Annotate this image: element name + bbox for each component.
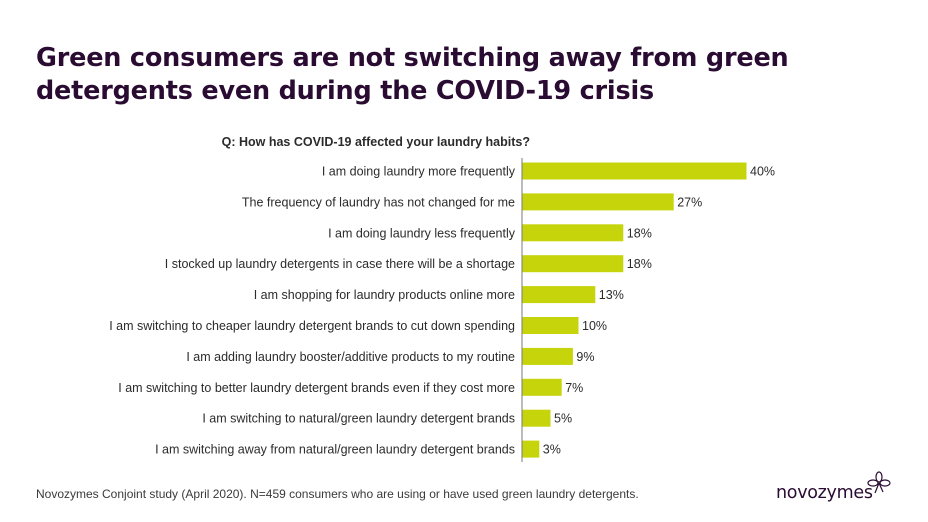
bar	[522, 286, 596, 304]
bar	[522, 409, 551, 427]
data-label: 18%	[627, 257, 652, 271]
footnote: Novozymes Conjoint study (April 2020). N…	[36, 487, 639, 501]
category-label: I stocked up laundry detergents in case …	[165, 257, 515, 271]
category-label: The frequency of laundry has not changed…	[242, 195, 515, 209]
bar	[522, 193, 674, 211]
category-label: I am doing laundry more frequently	[322, 165, 516, 179]
data-label: 5%	[554, 412, 572, 426]
bar	[522, 317, 579, 334]
category-label: I am switching to cheaper laundry deterg…	[109, 319, 515, 333]
bar	[522, 162, 747, 180]
data-label: 40%	[750, 165, 775, 179]
bar	[522, 224, 624, 242]
category-label: I am switching to natural/green laundry …	[202, 412, 515, 426]
category-label: I am adding laundry booster/additive pro…	[186, 350, 515, 364]
category-label: I am doing laundry less frequently	[328, 226, 516, 240]
bar	[522, 347, 573, 365]
data-label: 27%	[677, 195, 702, 209]
data-label: 18%	[627, 226, 652, 240]
data-label: 13%	[599, 288, 624, 302]
logo-wordmark: novozymes	[776, 483, 873, 503]
data-label: 3%	[543, 443, 561, 457]
bar	[522, 440, 540, 458]
data-label: 10%	[582, 319, 607, 333]
category-label: I am shopping for laundry products onlin…	[254, 288, 515, 302]
category-label: I am switching away from natural/green l…	[155, 443, 515, 457]
data-label: 7%	[565, 381, 583, 395]
category-label: I am switching to better laundry deterge…	[118, 381, 515, 395]
page-title: Green consumers are not switching away f…	[36, 43, 789, 106]
data-label: 9%	[576, 350, 594, 364]
bar	[522, 378, 562, 396]
flower-icon	[867, 471, 891, 494]
chart-question: Q: How has COVID-19 affected your laundr…	[221, 135, 530, 149]
bar	[522, 255, 624, 273]
